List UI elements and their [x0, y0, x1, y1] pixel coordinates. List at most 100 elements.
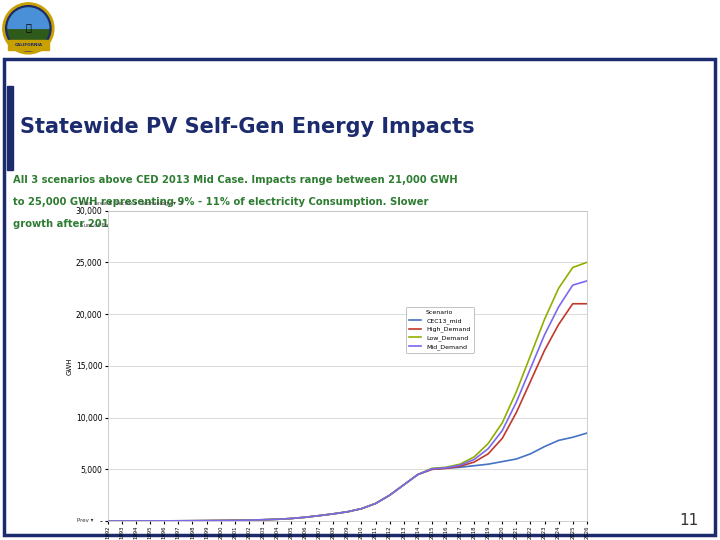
Text: Prev ▾: Prev ▾ [77, 518, 94, 523]
High_Demand [357, 505, 366, 512]
Low_Demand [273, 516, 282, 523]
High_Demand [484, 450, 492, 457]
CEC13_mid [400, 482, 408, 488]
High_Demand [188, 517, 197, 524]
CEC13_mid [498, 458, 507, 465]
Mid_Demand [104, 518, 112, 524]
CEC13_mid [174, 517, 183, 524]
Mid_Demand [245, 517, 253, 523]
Low_Demand [160, 518, 168, 524]
Low_Demand [540, 316, 549, 322]
Low_Demand [484, 440, 492, 447]
High_Demand [498, 435, 507, 442]
High_Demand [146, 518, 155, 524]
Mid_Demand [385, 492, 394, 498]
Mid_Demand [188, 517, 197, 524]
CEC13_mid [146, 518, 155, 524]
High_Demand [385, 492, 394, 498]
Circle shape [8, 8, 49, 49]
Low_Demand [174, 517, 183, 524]
High_Demand [174, 517, 183, 524]
Low_Demand [245, 517, 253, 523]
Low_Demand [343, 509, 351, 515]
Text: Plan_area ▾  Sector ▾  Technology ▾  ✕: Plan_area ▾ Sector ▾ Technology ▾ ✕ [80, 201, 184, 206]
Mid_Demand [329, 511, 338, 517]
Line: Low_Demand: Low_Demand [108, 262, 587, 521]
CEC13_mid [456, 464, 464, 470]
Low_Demand [202, 517, 211, 524]
High_Demand [470, 459, 479, 465]
CEC13_mid [484, 461, 492, 468]
CEC13_mid [385, 492, 394, 498]
Bar [8, 40, 49, 50]
Low_Demand [385, 492, 394, 498]
Low_Demand [400, 482, 408, 488]
CEC13_mid [540, 443, 549, 450]
Low_Demand [582, 259, 591, 266]
Mid_Demand [428, 465, 436, 472]
Mid_Demand [470, 456, 479, 463]
Low_Demand [258, 517, 267, 523]
CEC13_mid [301, 514, 310, 521]
High_Demand [202, 517, 211, 524]
CEC13_mid [230, 517, 239, 524]
Mid_Demand [287, 515, 295, 522]
Mid_Demand [132, 518, 140, 524]
Mid_Demand [202, 517, 211, 524]
Low_Demand [357, 505, 366, 512]
CEC13_mid [413, 471, 422, 478]
CEC13_mid [329, 511, 338, 517]
Low_Demand [428, 465, 436, 471]
High_Demand [273, 516, 282, 523]
Mid_Demand [230, 517, 239, 524]
High_Demand [568, 300, 577, 307]
Mid_Demand [413, 471, 422, 478]
High_Demand [230, 517, 239, 524]
High_Demand [582, 300, 591, 307]
CEC13_mid [160, 518, 168, 524]
High_Demand [258, 517, 267, 523]
Circle shape [6, 6, 51, 51]
Text: growth after 2016 due to expiration/step-down of Federal tax credit.: growth after 2016 due to expiration/step… [13, 219, 402, 228]
CEC13_mid [315, 512, 323, 519]
High_Demand [554, 321, 563, 328]
High_Demand [526, 378, 535, 384]
Mid_Demand [146, 518, 155, 524]
Text: to 25,000 GWH representing 9% - 11% of electricity Consumption. Slower: to 25,000 GWH representing 9% - 11% of e… [13, 197, 428, 207]
Low_Demand [498, 420, 507, 426]
Low_Demand [456, 461, 464, 468]
Low_Demand [188, 517, 197, 524]
CEC13_mid [441, 465, 450, 471]
Low_Demand [315, 512, 323, 519]
Mid_Demand [512, 399, 521, 406]
Low_Demand [568, 264, 577, 271]
Low_Demand [287, 515, 295, 522]
Low_Demand [230, 517, 239, 524]
Low_Demand [146, 518, 155, 524]
Mid_Demand [118, 518, 127, 524]
CEC13_mid [512, 456, 521, 462]
Line: High_Demand: High_Demand [108, 303, 587, 521]
Low_Demand [329, 511, 338, 517]
CEC13_mid [343, 509, 351, 515]
Mid_Demand [216, 517, 225, 524]
CEC13_mid [470, 462, 479, 469]
Mid_Demand [372, 500, 380, 507]
Mid_Demand [526, 365, 535, 372]
High_Demand [372, 500, 380, 507]
Mid_Demand [456, 462, 464, 468]
Line: Mid_Demand: Mid_Demand [108, 281, 587, 521]
Text: All 3 scenarios above CED 2013 Mid Case. Impacts range between 21,000 GWH: All 3 scenarios above CED 2013 Mid Case.… [13, 175, 458, 185]
High_Demand [118, 518, 127, 524]
Low_Demand [413, 471, 422, 478]
CEC13_mid [216, 517, 225, 524]
Mid_Demand [273, 516, 282, 523]
Legend: CEC13_mid, High_Demand, Low_Demand, Mid_Demand: CEC13_mid, High_Demand, Low_Demand, Mid_… [405, 307, 474, 353]
Mid_Demand [540, 332, 549, 338]
Mid_Demand [160, 518, 168, 524]
High_Demand [512, 409, 521, 416]
High_Demand [132, 518, 140, 524]
Line: CEC13_mid: CEC13_mid [108, 433, 587, 521]
CEC13_mid [245, 517, 253, 523]
Y-axis label: GWH: GWH [67, 357, 73, 375]
